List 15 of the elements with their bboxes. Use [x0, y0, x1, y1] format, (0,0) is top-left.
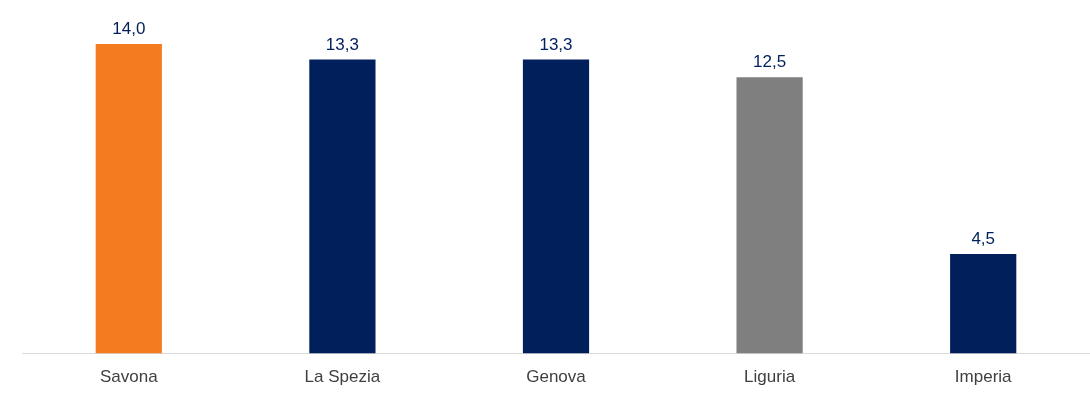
x-tick-label: Imperia [954, 367, 1013, 387]
data-label: 13,3 [539, 34, 573, 54]
bar [522, 59, 590, 354]
data-label: 13,3 [325, 34, 359, 54]
x-tick-label: Savona [99, 367, 159, 387]
bar [309, 59, 376, 354]
data-label: 4,5 [971, 229, 996, 249]
data-label: 14,0 [112, 19, 146, 39]
x-tick-label: La Spezia [304, 367, 381, 387]
data-label: 12,5 [753, 52, 787, 72]
bar [950, 254, 1017, 354]
bar [736, 77, 803, 354]
bar [95, 44, 162, 354]
x-tick-label: Liguria [744, 367, 796, 387]
x-tick-label: Genova [526, 367, 587, 387]
